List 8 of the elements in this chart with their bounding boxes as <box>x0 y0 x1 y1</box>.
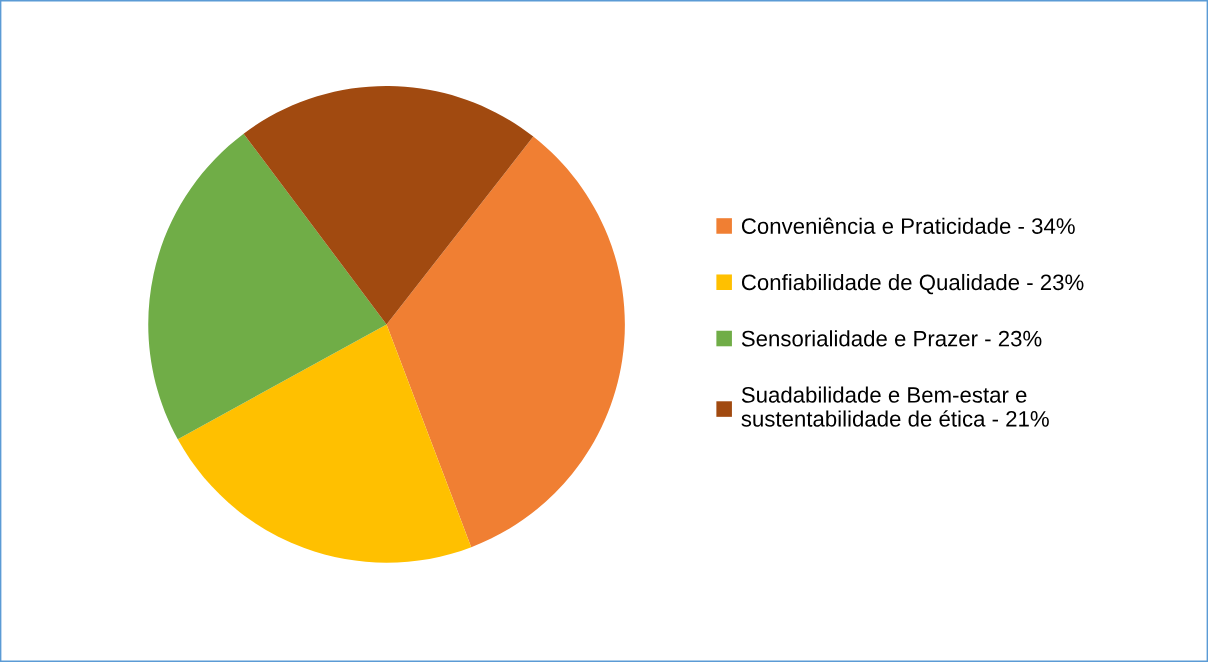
legend-label: Conveniência e Praticidade - 34% <box>741 217 1075 234</box>
pie-slice <box>243 86 534 325</box>
legend-label: Confiabilidade de Qualidade - 23% <box>741 273 1084 295</box>
legend-label: Sensorialidade e Prazer - 23% <box>741 330 1042 347</box>
pie-slice <box>148 133 387 440</box>
pie-slice <box>386 136 625 548</box>
pie-slice <box>177 324 472 563</box>
legend-label: Suadabilidade e Bem-estar e sustentabilidade de ética - 21% <box>741 386 1049 427</box>
